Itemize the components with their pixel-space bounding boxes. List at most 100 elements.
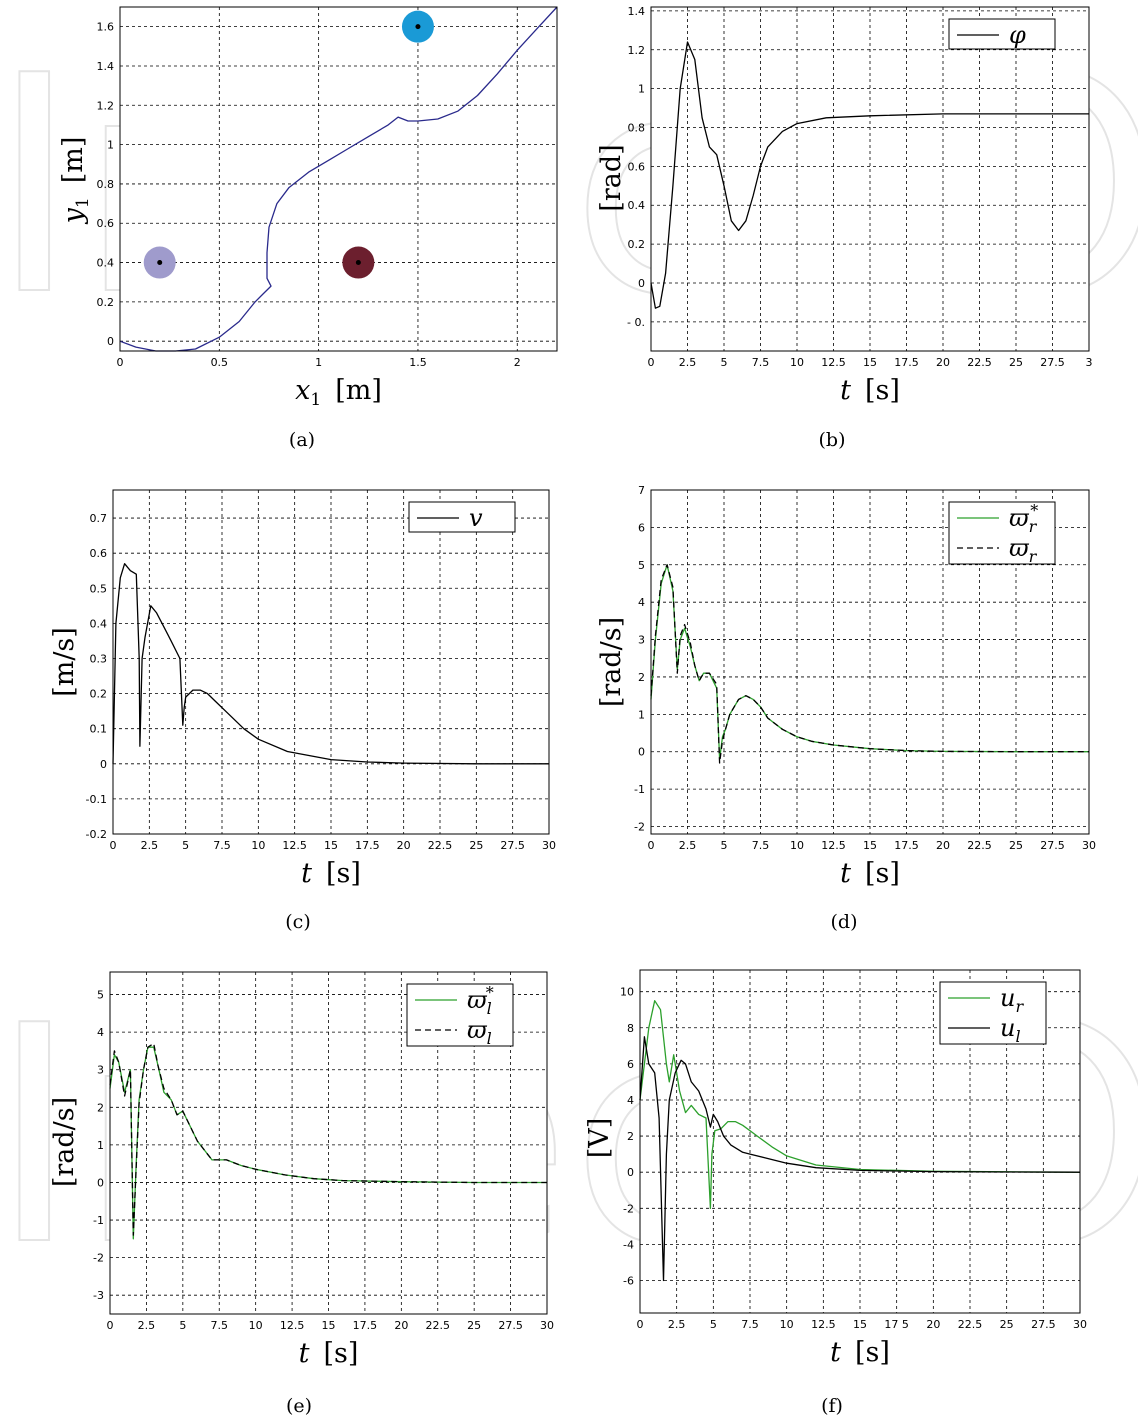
x-tick-label: 0: [107, 1319, 114, 1332]
x-tick-label: 0: [648, 356, 655, 369]
y-tick-label: 0.2: [90, 688, 108, 701]
y-axis-label: y1[m]: [58, 137, 93, 225]
y-tick-label: 1.2: [628, 44, 646, 57]
y-axis-label: [rad/s]: [49, 1097, 80, 1187]
x-tick-label: 30: [542, 839, 556, 852]
x-tick-label: 25: [1000, 1318, 1014, 1331]
x-tick-label: 10: [780, 1318, 794, 1331]
y-tick-label: 0.5: [90, 582, 108, 595]
legend-box: [939, 981, 1047, 1045]
chart-b: 0 2.5 5 7.5 10 12.5 15 17.5 20 22.5 25 27.5 3 - 0. 0 0.…: [596, 5, 1093, 451]
y-tick-label: -3: [93, 1289, 104, 1302]
y-tick-label: 2: [97, 1101, 104, 1114]
plot-frame: [109, 971, 548, 1315]
y-tick-label: 4: [638, 596, 645, 609]
legend-box: [406, 983, 514, 1047]
plot-frame: [639, 969, 1081, 1314]
legend-label-0: ϖl*: [467, 983, 494, 1018]
y-tick-label: 1.2: [97, 99, 115, 112]
x-tick-label: 12.5: [282, 839, 307, 852]
x-tick-label: 20: [397, 839, 411, 852]
x-tick-label: 5: [179, 1319, 186, 1332]
y-tick-label: -1: [93, 1214, 104, 1227]
panel-caption: (b): [819, 429, 846, 451]
x-tick-label: 3: [1086, 356, 1093, 369]
x-tick-label: 10: [251, 839, 265, 852]
x-tick-label: 2.5: [679, 839, 697, 852]
x-tick-label: 22.5: [967, 839, 992, 852]
panel-caption: (f): [821, 1395, 843, 1417]
y-tick-label: 0.7: [90, 512, 108, 525]
x-tick-label: 5: [721, 839, 728, 852]
series-line-1: [639, 1036, 1081, 1282]
y-tick-label: 1: [638, 708, 645, 721]
x-tick-label: 5: [721, 356, 728, 369]
x-tick-label: 20: [936, 839, 950, 852]
y-tick-label: 1.4: [97, 60, 115, 73]
x-tick-label: 27.5: [1040, 839, 1065, 852]
y-tick-label: 6: [627, 1058, 634, 1071]
x-tick-label: 0: [648, 839, 655, 852]
legend-label-0: φ: [1009, 21, 1026, 49]
y-tick-label: 0.8: [97, 178, 115, 191]
y-tick-label: -1: [634, 783, 645, 796]
x-tick-label: 30: [540, 1319, 554, 1332]
x-tick-label: 10: [249, 1319, 263, 1332]
x-tick-label: 7.5: [741, 1318, 759, 1331]
x-tick-label: 2.5: [679, 356, 697, 369]
x-tick-label: 17.5: [353, 1319, 378, 1332]
panel-caption: (c): [285, 911, 310, 933]
y-tick-label: -0.2: [86, 828, 107, 841]
x-axis-label: t [s]: [299, 1338, 359, 1369]
y-tick-label: 1.4: [628, 5, 646, 18]
y-tick-label: 0.1: [90, 723, 108, 736]
series-line-1: [109, 1042, 547, 1236]
y-tick-label: -2: [93, 1252, 104, 1265]
plot-frame: [119, 6, 558, 352]
x-tick-label: 22.5: [426, 1319, 451, 1332]
y-tick-label: -2: [634, 821, 645, 834]
x-tick-label: 2.5: [138, 1319, 156, 1332]
x-tick-label: 27.5: [500, 839, 525, 852]
x-axis-label: t [s]: [301, 858, 361, 889]
x-axis-label: x1 [m]: [295, 375, 382, 410]
y-tick-label: 5: [97, 989, 104, 1002]
x-tick-label: 12.5: [811, 1318, 836, 1331]
x-tick-label: 30: [1082, 839, 1096, 852]
legend-box: [948, 18, 1056, 50]
panel-caption: (a): [289, 429, 315, 451]
chart-c: 0 2.5 5 7.5 10 12.5 15 17.5 20 22.5 25 27.5 30 -0.2 -0…: [49, 489, 556, 933]
y-tick-label: 0.6: [628, 160, 646, 173]
series-line-1: [650, 564, 1089, 764]
y-tick-label: 3: [97, 1064, 104, 1077]
x-tick-label: 1.5: [409, 356, 427, 369]
x-tick-label: 7.5: [752, 356, 770, 369]
x-tick-label: 2.5: [141, 839, 159, 852]
y-axis-label: [rad]: [596, 144, 627, 211]
x-tick-label: 7.5: [752, 839, 770, 852]
y-tick-label: 0: [627, 1166, 634, 1179]
x-tick-label: 17.5: [355, 839, 380, 852]
y-tick-label: 4: [627, 1094, 634, 1107]
y-tick-label: 10: [620, 986, 634, 999]
y-tick-label: 0: [638, 746, 645, 759]
y-tick-label: 0: [638, 277, 645, 290]
x-tick-label: 25: [1009, 839, 1023, 852]
x-axis-label: t [s]: [840, 375, 900, 406]
x-tick-label: 27.5: [498, 1319, 523, 1332]
legend: ϖl*ϖl: [406, 983, 514, 1048]
x-tick-label: 0: [117, 356, 124, 369]
y-tick-label: 0.6: [97, 217, 115, 230]
x-tick-label: 12.5: [821, 356, 846, 369]
x-tick-label: 15: [853, 1318, 867, 1331]
chart-e: 0 2.5 5 7.5 10 12.5 15 17.5 20 22.5 25 27.5 30-3-2-1…: [49, 971, 554, 1417]
series-line-0: [112, 563, 549, 765]
plot-frame: [650, 6, 1090, 352]
x-tick-label: 12.5: [280, 1319, 305, 1332]
series-line-0: [639, 1000, 1081, 1209]
plot-frame: [650, 489, 1090, 835]
legend: ϖr*ϖr: [948, 501, 1056, 566]
x-tick-label: 5: [710, 1318, 717, 1331]
